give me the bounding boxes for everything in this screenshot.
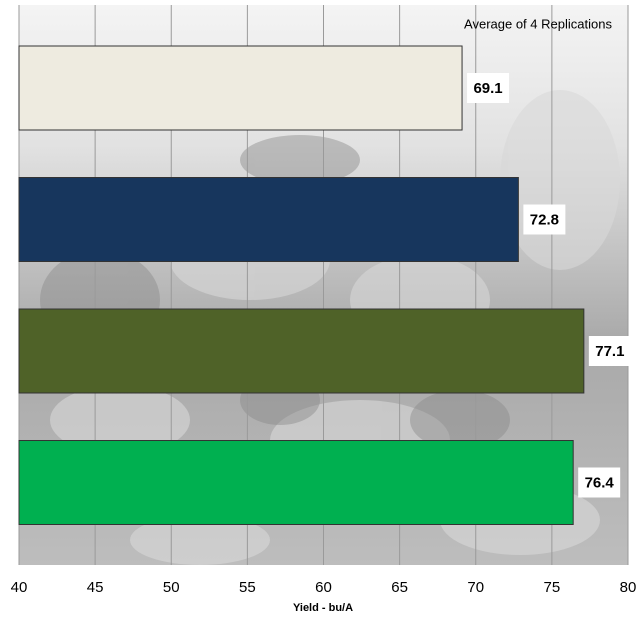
value-label: 76.4 <box>585 474 615 491</box>
value-label: 69.1 <box>473 80 502 97</box>
value-label-box <box>578 467 621 498</box>
value-label: 72.8 <box>530 211 559 228</box>
x-tick-label: 75 <box>544 579 561 596</box>
annotation: Average of 4 Replications <box>464 16 612 31</box>
bar <box>18 308 585 394</box>
bar <box>18 45 463 131</box>
bar <box>18 440 574 525</box>
value-label-box <box>523 204 566 235</box>
x-tick-label: 65 <box>391 579 408 596</box>
x-tick-label: 55 <box>239 579 256 596</box>
x-tick-label: 45 <box>87 579 104 596</box>
value-label-box <box>467 73 510 103</box>
x-tick-label: 80 <box>620 579 637 596</box>
x-tick-label: 50 <box>163 579 180 596</box>
value-label-box <box>588 336 631 366</box>
x-tick-label: 60 <box>315 579 332 596</box>
x-tick-label: 70 <box>467 579 484 596</box>
value-label: 77.1 <box>595 343 624 360</box>
x-tick-label: 40 <box>11 579 28 596</box>
bar <box>18 177 519 262</box>
x-axis-title: Yield - bu/A <box>293 602 353 614</box>
